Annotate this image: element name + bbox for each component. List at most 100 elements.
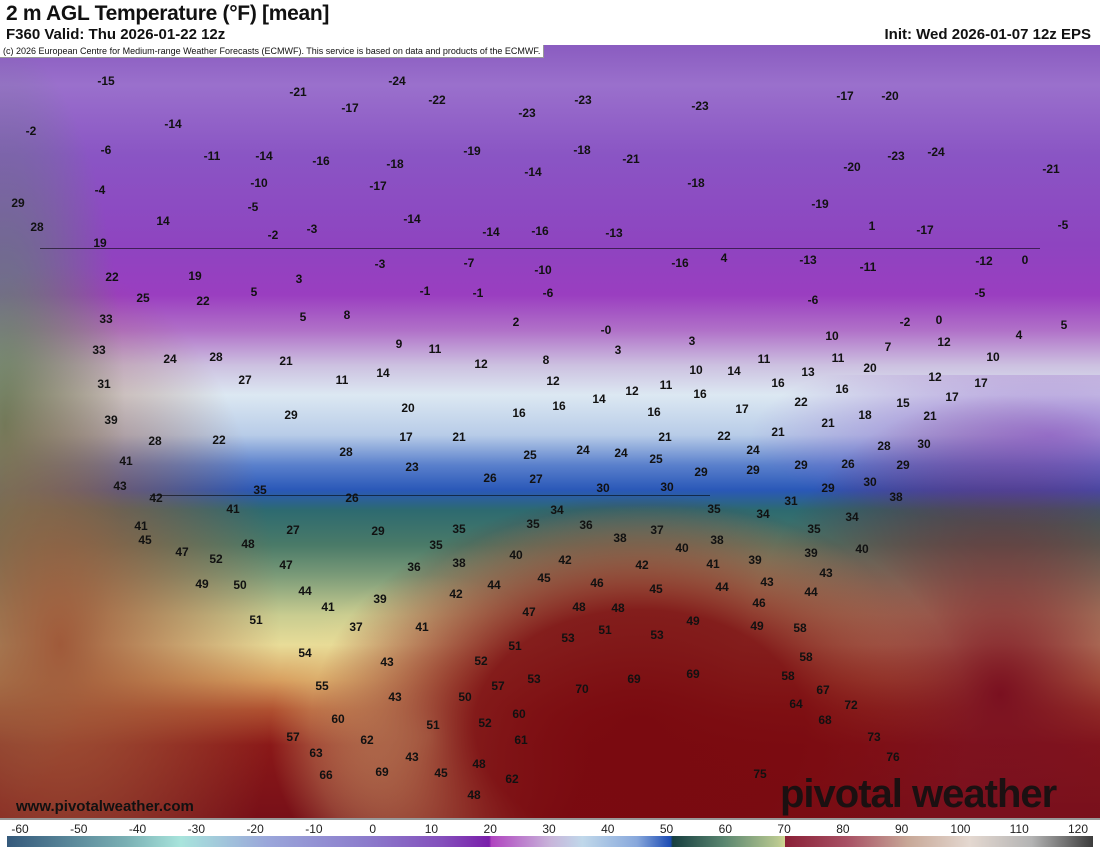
temperature-label: -23: [574, 93, 592, 107]
ecmwf-credit: (c) 2026 European Centre for Medium-rang…: [0, 45, 545, 58]
temperature-label: 45: [649, 582, 663, 596]
temperature-label: 33: [99, 312, 113, 326]
temperature-label: 49: [750, 619, 764, 633]
temperature-label: -18: [573, 143, 591, 157]
temperature-label: 48: [572, 600, 586, 614]
temperature-label: 16: [835, 382, 849, 396]
temperature-label: 17: [399, 430, 413, 444]
temperature-label: -21: [622, 152, 640, 166]
temperature-label: -22: [428, 93, 446, 107]
temperature-label: 75: [753, 767, 767, 781]
temperature-label: 70: [575, 682, 589, 696]
temperature-label: 21: [658, 430, 672, 444]
temperature-label: 50: [458, 690, 472, 704]
colorbar-tick: 50: [659, 822, 674, 836]
temperature-label: 26: [841, 457, 855, 471]
temperature-label: 10: [689, 363, 703, 377]
temperature-label: 21: [821, 416, 835, 430]
temperature-label: 51: [426, 718, 440, 732]
temperature-label: -17: [341, 101, 359, 115]
temperature-label: -5: [974, 286, 986, 300]
temperature-label: 42: [149, 491, 163, 505]
temperature-label: 26: [483, 471, 497, 485]
temperature-label: 17: [974, 376, 988, 390]
temperature-label: 44: [298, 584, 312, 598]
temperature-label: 43: [760, 575, 774, 589]
temperature-label: 18: [858, 408, 872, 422]
website-link[interactable]: www.pivotalweather.com: [16, 798, 194, 815]
temperature-label: -13: [799, 253, 817, 267]
temperature-label: 5: [299, 310, 307, 324]
temperature-label: 76: [886, 750, 900, 764]
temperature-label: 68: [818, 713, 832, 727]
temperature-label: 19: [93, 236, 107, 250]
temperature-label: 34: [756, 507, 770, 521]
temperature-label: 8: [542, 353, 550, 367]
temperature-label: -23: [887, 149, 905, 163]
temperature-label: 41: [134, 519, 148, 533]
temperature-label: 48: [611, 601, 625, 615]
temperature-label: 35: [452, 522, 466, 536]
temperature-label: 5: [1060, 318, 1068, 332]
temperature-label: 49: [686, 614, 700, 628]
colorbar-tick-labels: -60 -50 -40 -30 -20 -10 0 10 20 30 40 50 60 70 80 90 100…: [0, 818, 1100, 838]
temperature-label: -18: [687, 176, 705, 190]
temperature-label: 45: [434, 766, 448, 780]
temperature-label: 35: [707, 502, 721, 516]
temperature-label: 39: [104, 413, 118, 427]
temperature-label: 10: [986, 350, 1000, 364]
temperature-label: 38: [710, 533, 724, 547]
temperature-label: 41: [706, 557, 720, 571]
temperature-label: 4: [720, 251, 728, 265]
temperature-label: 41: [415, 620, 429, 634]
temperature-label: 34: [845, 510, 859, 524]
temperature-label: 42: [449, 587, 463, 601]
temperature-label: -7: [463, 256, 475, 270]
colorbar-tick: 90: [894, 822, 909, 836]
state-border-mexico: [150, 495, 710, 496]
temperature-label: 14: [592, 392, 606, 406]
colorbar: [7, 836, 1093, 847]
temperature-label: 28: [339, 445, 353, 459]
pivotal-weather-logo: pivotal weather: [780, 772, 1057, 816]
temperature-map[interactable]: (c) 2026 European Centre for Medium-rang…: [0, 45, 1100, 818]
temperature-label: -23: [518, 106, 536, 120]
temperature-label: -14: [524, 165, 542, 179]
temperature-label: 22: [105, 270, 119, 284]
temperature-label: 27: [286, 523, 300, 537]
temperature-label: 37: [349, 620, 363, 634]
temperature-label: 21: [771, 425, 785, 439]
temperature-label: -19: [811, 197, 829, 211]
temperature-label: 67: [816, 683, 830, 697]
temperature-label: 53: [527, 672, 541, 686]
temperature-label: 57: [286, 730, 300, 744]
temperature-label: 41: [119, 454, 133, 468]
temperature-label: 41: [321, 600, 335, 614]
temperature-label: -15: [97, 74, 115, 88]
temperature-label: 40: [855, 542, 869, 556]
temperature-label: -19: [463, 144, 481, 158]
temperature-label: 11: [428, 342, 442, 356]
colorbar-tick: 100: [950, 822, 971, 836]
colorbar-tick: 30: [542, 822, 556, 836]
temperature-label: 29: [11, 196, 25, 210]
temperature-label: 16: [512, 406, 526, 420]
temperature-label: 15: [896, 396, 910, 410]
temperature-label: 11: [831, 351, 845, 365]
temperature-label: 51: [508, 639, 522, 653]
temperature-label: 38: [889, 490, 903, 504]
temperature-label: 38: [452, 556, 466, 570]
temperature-label: 11: [757, 352, 771, 366]
colorbar-tick: -60: [11, 822, 29, 836]
temperature-label: 28: [209, 350, 223, 364]
temperature-label: -6: [100, 143, 112, 157]
temperature-label: 57: [491, 679, 505, 693]
temperature-label: 23: [405, 460, 419, 474]
temperature-label: 30: [660, 480, 674, 494]
temperature-label: 72: [844, 698, 858, 712]
temperature-label: -14: [403, 212, 421, 226]
temperature-label: 10: [825, 329, 839, 343]
temperature-label: 9: [395, 337, 403, 351]
temperature-label: 63: [309, 746, 323, 760]
temperature-label: -18: [386, 157, 404, 171]
